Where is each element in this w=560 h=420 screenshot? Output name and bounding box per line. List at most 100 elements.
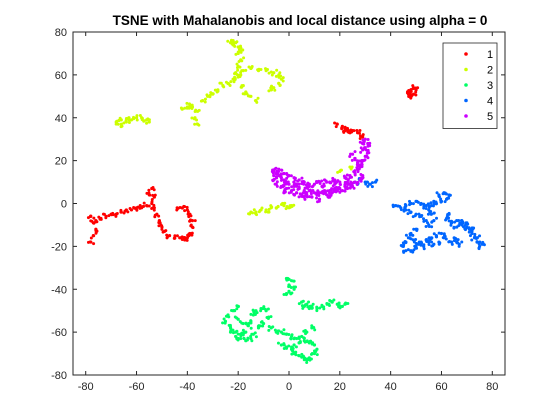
- point-series-2-22-0: [224, 80, 228, 84]
- point-series-2-31-1: [233, 72, 237, 76]
- point-series-2-51-2: [252, 208, 256, 212]
- point-series-3-24-1: [250, 339, 254, 343]
- point-series-5-37-0: [344, 186, 348, 190]
- point-series-5-23-0: [275, 184, 279, 188]
- point-series-1-23-2: [159, 223, 163, 227]
- point-series-4-18-2: [434, 200, 438, 204]
- chart-title: TSNE with Mahalanobis and local distance…: [113, 13, 488, 28]
- point-series-1-16-2: [145, 191, 149, 195]
- point-series-1-18-0: [153, 193, 157, 197]
- point-series-3-5-1: [287, 290, 291, 294]
- legend-marker-4: [464, 98, 468, 103]
- point-series-2-41-1: [247, 65, 251, 69]
- point-series-5-54-2: [356, 170, 360, 174]
- point-series-4-7-0: [430, 225, 434, 229]
- point-series-3-60-1: [327, 304, 331, 308]
- point-series-5-14-2: [326, 189, 330, 193]
- x-tick-label-6: 40: [385, 381, 397, 393]
- point-series-5-0-2: [271, 168, 275, 172]
- point-series-1-21-1: [157, 214, 161, 218]
- point-series-2-45-1: [278, 71, 282, 75]
- point-series-2-34-1: [226, 39, 230, 43]
- point-series-2-18-2: [205, 93, 209, 97]
- point-series-4-37-2: [441, 236, 445, 240]
- point-series-4-29-2: [406, 248, 410, 252]
- point-series-1-39-2: [340, 127, 344, 131]
- y-tick-label-7: 60: [55, 70, 67, 82]
- point-series-1-51-0: [406, 90, 410, 94]
- point-series-1-20-0: [152, 208, 156, 212]
- point-series-1-14-0: [138, 206, 142, 210]
- point-series-5-77-2: [317, 199, 321, 203]
- point-series-2-10-2: [179, 106, 183, 110]
- point-series-1-45-2: [346, 130, 350, 134]
- point-series-4-67-0: [366, 184, 370, 188]
- point-series-3-10-2: [228, 323, 232, 327]
- point-series-4-37-1: [444, 237, 448, 241]
- point-series-2-7-0: [145, 121, 149, 125]
- point-series-5-34-2: [330, 191, 334, 195]
- series-4: [353, 176, 486, 254]
- point-series-3-58-2: [318, 306, 322, 310]
- point-series-1-24-2: [160, 227, 164, 231]
- point-series-4-24-2: [415, 229, 419, 233]
- point-series-5-4-0: [285, 176, 289, 180]
- point-series-2-58-2: [288, 205, 292, 209]
- point-series-1-4-2: [88, 240, 92, 244]
- point-series-4-61-0: [457, 244, 461, 248]
- point-series-3-19-1: [266, 307, 270, 311]
- point-series-3-26: [239, 336, 243, 341]
- point-series-4-54-2: [475, 236, 479, 240]
- point-series-5-66-0: [349, 152, 353, 156]
- point-series-4-61-1: [460, 240, 464, 244]
- point-series-4-58-2: [452, 226, 456, 230]
- point-series-4-57-0: [461, 221, 465, 225]
- point-series-3-38-0: [304, 332, 308, 336]
- legend-label-1: 1: [487, 49, 493, 61]
- point-series-5-51-2: [338, 182, 342, 186]
- point-series-4-29-1: [402, 249, 406, 253]
- point-series-2-9-2: [118, 116, 122, 120]
- point-series-5-22-2: [271, 178, 275, 182]
- point-series-2-45-2: [274, 74, 278, 78]
- point-series-2-50-0: [250, 211, 254, 215]
- legend-label-3: 3: [487, 80, 493, 92]
- point-series-4-41-2: [419, 243, 423, 247]
- point-series-3-8-2: [227, 315, 231, 319]
- point-series-2-50-2: [247, 212, 251, 216]
- point-series-1-48-2: [411, 84, 415, 88]
- point-series-3-28-2: [229, 328, 233, 332]
- point-series-5-6-1: [285, 182, 289, 186]
- point-series-4-45-1: [457, 218, 461, 222]
- point-series-1-51-1: [408, 92, 412, 96]
- point-series-2-59-0: [336, 170, 340, 174]
- point-series-3-54: [292, 343, 296, 347]
- point-series-4-3-0: [407, 208, 411, 212]
- point-series-5-6-2: [290, 185, 294, 189]
- point-series-4-41-1: [422, 243, 426, 247]
- point-series-5-39-0: [274, 166, 278, 170]
- point-series-1-27-0: [175, 234, 179, 238]
- point-series-4-1-1: [398, 204, 402, 208]
- point-series-3-9-2: [223, 321, 227, 325]
- point-series-2-28-0: [234, 52, 238, 56]
- point-series-5-61-2: [362, 142, 366, 146]
- point-series-2-39-0: [256, 96, 260, 100]
- point-series-4-42-2: [415, 242, 419, 246]
- point-series-1-19-1: [150, 200, 154, 204]
- point-series-3-20-2: [269, 315, 273, 319]
- point-series-4-68-1: [374, 180, 378, 184]
- point-series-2-16-0: [185, 101, 189, 105]
- point-series-4-66-1: [366, 180, 370, 184]
- point-series-1-32-0: [183, 209, 187, 213]
- point-series-4-21-2: [411, 202, 415, 206]
- point-series-3-47-1: [306, 357, 310, 361]
- point-series-5-33-2: [323, 191, 327, 195]
- point-series-2-18-1: [208, 95, 212, 99]
- point-series-4-22-1: [408, 203, 412, 207]
- point-series-4-7-1: [427, 225, 431, 229]
- point-series-3-32-1: [276, 331, 280, 335]
- point-series-5-28-2: [297, 195, 301, 199]
- point-series-4-6-0: [422, 219, 426, 223]
- point-series-5-70-0: [294, 184, 298, 188]
